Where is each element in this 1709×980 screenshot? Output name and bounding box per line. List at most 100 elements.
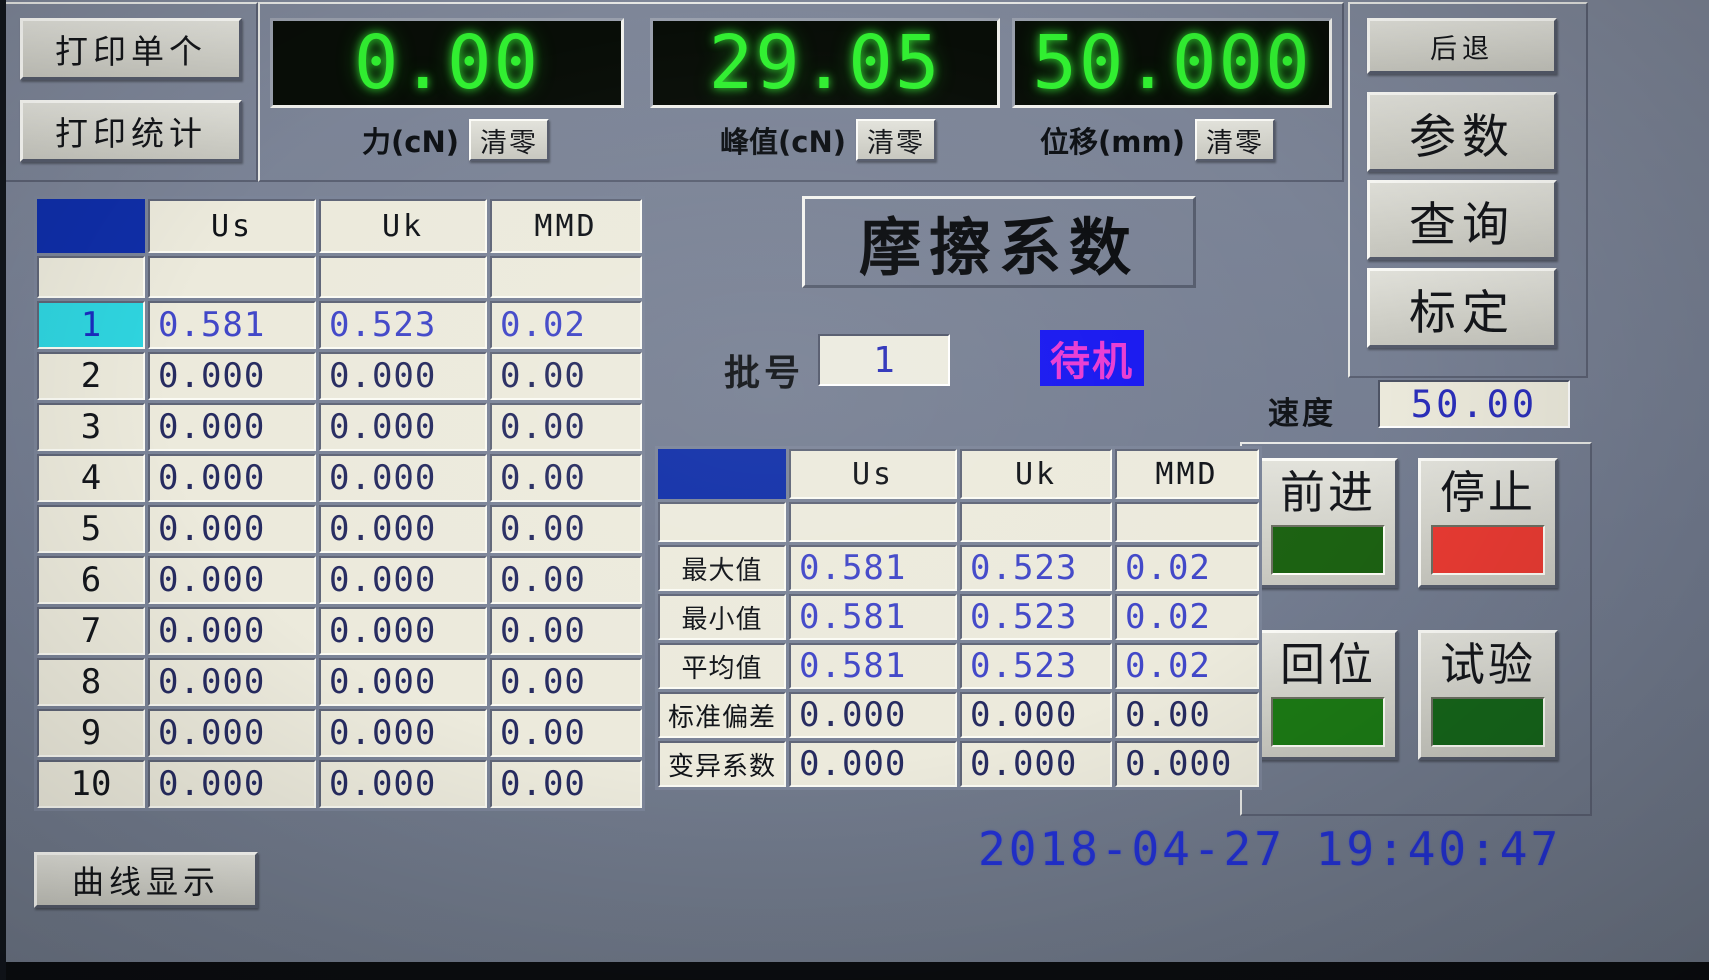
cell-us: 0.000 xyxy=(148,709,316,757)
stats-cell-us: 0.581 xyxy=(789,643,958,689)
stop-button[interactable]: 停止 xyxy=(1418,458,1558,588)
test-lamp xyxy=(1431,697,1545,747)
table-row[interactable]: 10 0.000 0.000 0.00 xyxy=(37,760,642,808)
table-row[interactable]: 7 0.000 0.000 0.00 xyxy=(37,607,642,655)
table-row[interactable]: 4 0.000 0.000 0.00 xyxy=(37,454,642,502)
stats-cell-us: 0.581 xyxy=(789,545,958,591)
cell-us: 0.000 xyxy=(148,607,316,655)
spacer-cell xyxy=(789,502,958,542)
cell-mmd: 0.00 xyxy=(490,556,642,604)
curve-display-button[interactable]: 曲线显示 xyxy=(34,852,258,908)
return-label: 回位 xyxy=(1279,638,1376,691)
print-single-button[interactable]: 打印单个 xyxy=(20,18,242,80)
stats-row-label: 平均值 xyxy=(658,643,787,689)
cell-mmd: 0.00 xyxy=(490,658,642,706)
forward-button[interactable]: 前进 xyxy=(1258,458,1398,588)
datetime-display: 2018-04-27 19:40:47 xyxy=(978,822,1562,876)
stats-spacer-row xyxy=(658,502,1260,542)
displacement-value-display: 50.000 xyxy=(1012,18,1332,108)
stats-cell-uk: 0.000 xyxy=(960,741,1113,787)
stats-col-mmd: MMD xyxy=(1115,449,1260,499)
table-row[interactable]: 8 0.000 0.000 0.00 xyxy=(37,658,642,706)
row-index[interactable]: 8 xyxy=(37,658,145,706)
stats-cell-us: 0.000 xyxy=(789,741,958,787)
print-statistics-button[interactable]: 打印统计 xyxy=(20,100,242,162)
stats-cell-uk: 0.523 xyxy=(960,643,1113,689)
batch-label: 批号 xyxy=(724,353,805,394)
motion-control-group: 前进 停止 回位 试验 xyxy=(1240,442,1592,816)
cell-us: 0.000 xyxy=(148,556,316,604)
row-index[interactable]: 5 xyxy=(37,505,145,553)
main-table-corner xyxy=(37,199,145,253)
table-row[interactable]: 1 0.581 0.523 0.02 xyxy=(37,301,642,349)
stats-cell-mmd: 0.02 xyxy=(1115,594,1260,640)
return-lamp xyxy=(1271,697,1385,747)
menu-button-group: 后退 参数 查询 标定 xyxy=(1348,2,1588,378)
table-header-row: Us Uk MMD xyxy=(37,199,642,253)
cell-mmd: 0.00 xyxy=(490,454,642,502)
row-index[interactable]: 6 xyxy=(37,556,145,604)
cell-us: 0.000 xyxy=(148,454,316,502)
spacer-cell xyxy=(148,256,316,298)
row-index[interactable]: 9 xyxy=(37,709,145,757)
force-zero-button[interactable]: 清零 xyxy=(468,119,549,161)
stop-lamp xyxy=(1431,525,1545,575)
cell-mmd: 0.00 xyxy=(490,403,642,451)
table-row[interactable]: 6 0.000 0.000 0.00 xyxy=(37,556,642,604)
forward-lamp xyxy=(1271,525,1385,575)
table-row[interactable]: 3 0.000 0.000 0.00 xyxy=(37,403,642,451)
test-button[interactable]: 试验 xyxy=(1418,630,1558,760)
batch-number-field[interactable]: 1 xyxy=(818,334,950,386)
parameters-button[interactable]: 参数 xyxy=(1367,92,1557,172)
main-col-mmd: MMD xyxy=(490,199,642,253)
cell-us: 0.000 xyxy=(148,505,316,553)
force-label-row: 力(cN) 清零 xyxy=(362,116,549,164)
stop-label: 停止 xyxy=(1439,466,1536,519)
stats-row: 平均值 0.581 0.523 0.02 xyxy=(658,643,1260,689)
cell-uk: 0.000 xyxy=(319,607,487,655)
status-badge: 待机 xyxy=(1040,330,1144,386)
row-index[interactable]: 2 xyxy=(37,352,145,400)
stats-cell-uk: 0.523 xyxy=(960,594,1113,640)
statistics-table: Us Uk MMD 最大值 0.581 0.523 0.02 最小值 0.581… xyxy=(655,446,1263,790)
table-spacer-row xyxy=(37,256,642,298)
cell-us: 0.000 xyxy=(148,658,316,706)
back-button[interactable]: 后退 xyxy=(1367,18,1557,74)
row-index[interactable]: 3 xyxy=(37,403,145,451)
stats-cell-uk: 0.000 xyxy=(960,692,1113,738)
stats-row: 最大值 0.581 0.523 0.02 xyxy=(658,545,1260,591)
cell-us: 0.000 xyxy=(148,352,316,400)
table-row[interactable]: 5 0.000 0.000 0.00 xyxy=(37,505,642,553)
main-col-uk: Uk xyxy=(319,199,487,253)
displacement-zero-button[interactable]: 清零 xyxy=(1194,119,1275,161)
cell-uk: 0.000 xyxy=(319,709,487,757)
spacer-cell xyxy=(960,502,1113,542)
stats-row-label: 最小值 xyxy=(658,594,787,640)
stats-row-label: 变异系数 xyxy=(658,741,787,787)
calibration-button[interactable]: 标定 xyxy=(1367,268,1557,348)
spacer-cell xyxy=(319,256,487,298)
displacement-readout: 50.000 位移(mm) 清零 xyxy=(1012,4,1332,180)
stats-cell-mmd: 0.02 xyxy=(1115,643,1260,689)
cell-mmd: 0.00 xyxy=(490,505,642,553)
row-index[interactable]: 1 xyxy=(37,301,145,349)
row-index[interactable]: 7 xyxy=(37,607,145,655)
speed-value-field[interactable]: 50.00 xyxy=(1378,380,1570,428)
table-row[interactable]: 9 0.000 0.000 0.00 xyxy=(37,709,642,757)
row-index[interactable]: 4 xyxy=(37,454,145,502)
spacer-cell xyxy=(37,256,145,298)
cell-mmd: 0.02 xyxy=(490,301,642,349)
speed-label: 速度 xyxy=(1268,396,1336,432)
row-index[interactable]: 10 xyxy=(37,760,145,808)
print-button-group: 打印单个 打印统计 xyxy=(4,2,258,182)
cell-uk: 0.000 xyxy=(319,505,487,553)
peak-label: 峰值(cN) xyxy=(720,125,846,159)
main-col-us: Us xyxy=(148,199,316,253)
peak-zero-button[interactable]: 清零 xyxy=(855,119,936,161)
peak-readout: 29.05 峰值(cN) 清零 xyxy=(650,4,1000,180)
query-button[interactable]: 查询 xyxy=(1367,180,1557,260)
stats-col-uk: Uk xyxy=(960,449,1113,499)
return-button[interactable]: 回位 xyxy=(1258,630,1398,760)
table-row[interactable]: 2 0.000 0.000 0.00 xyxy=(37,352,642,400)
stats-cell-us: 0.581 xyxy=(789,594,958,640)
